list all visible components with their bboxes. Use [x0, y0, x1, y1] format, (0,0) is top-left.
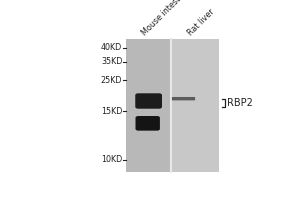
- Text: 25KD: 25KD: [101, 76, 122, 85]
- Text: Mouse intestine: Mouse intestine: [140, 0, 191, 38]
- Bar: [171, 39, 219, 172]
- Bar: [126, 39, 171, 172]
- Text: 35KD: 35KD: [101, 57, 122, 66]
- Text: 15KD: 15KD: [101, 107, 122, 116]
- FancyBboxPatch shape: [172, 97, 195, 100]
- Text: 10KD: 10KD: [101, 155, 122, 164]
- Text: RBP2: RBP2: [227, 98, 253, 108]
- Text: 40KD: 40KD: [101, 43, 122, 52]
- Text: Rat liver: Rat liver: [186, 8, 217, 38]
- FancyBboxPatch shape: [136, 116, 160, 131]
- FancyBboxPatch shape: [135, 93, 162, 109]
